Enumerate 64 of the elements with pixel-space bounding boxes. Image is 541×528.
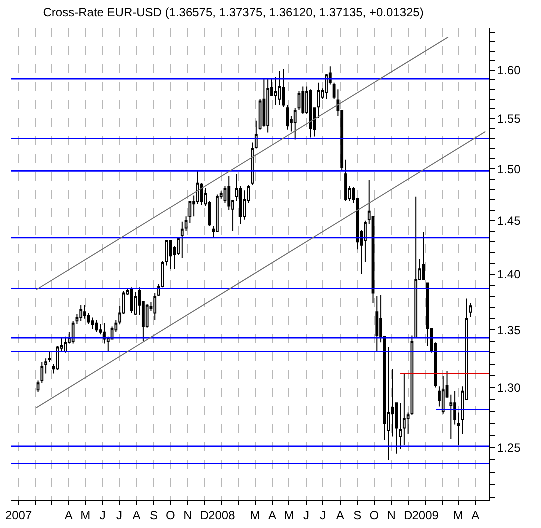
x-tick-label: N bbox=[387, 508, 396, 522]
x-tick-label: A bbox=[336, 508, 344, 522]
y-tick-label: 1.30 bbox=[497, 381, 522, 395]
candlestick bbox=[294, 108, 297, 140]
y-tick-label: 1.45 bbox=[497, 214, 522, 228]
x-tick-label: O bbox=[370, 508, 380, 522]
x-tick-label: J bbox=[116, 508, 123, 522]
x-tick-label: M bbox=[453, 508, 464, 522]
candlestick bbox=[399, 402, 402, 450]
candlestick bbox=[134, 292, 138, 316]
candlestick bbox=[48, 351, 52, 363]
x-tick-label: S bbox=[354, 508, 362, 522]
x-tick-label: 2009 bbox=[412, 508, 440, 522]
x-tick-label: J bbox=[303, 508, 310, 522]
y-tick-label: 1.60 bbox=[497, 64, 522, 78]
candlestick bbox=[165, 240, 168, 266]
candlestick bbox=[450, 394, 453, 440]
y-tick-label: 1.40 bbox=[497, 268, 522, 282]
x-tick-label: O bbox=[166, 508, 176, 522]
x-tick-label: D bbox=[404, 508, 413, 522]
y-tick-label: 1.50 bbox=[497, 162, 522, 176]
candlestick bbox=[442, 376, 445, 414]
x-tick-label: 2008 bbox=[208, 508, 236, 522]
y-tick-label: 1.35 bbox=[497, 323, 522, 338]
candlestick bbox=[278, 70, 282, 106]
candlestick bbox=[80, 304, 83, 322]
y-tick-label: 1.25 bbox=[497, 440, 522, 455]
candlestick bbox=[91, 317, 94, 330]
y-tick-label: 1.55 bbox=[497, 112, 522, 126]
candlestick bbox=[216, 194, 219, 234]
x-tick-label: J bbox=[100, 508, 106, 522]
candlestick bbox=[286, 104, 290, 130]
candlestick bbox=[458, 412, 460, 446]
x-tick-label: D bbox=[200, 508, 210, 522]
candlestick bbox=[414, 196, 418, 339]
candlestick bbox=[402, 373, 406, 446]
x-tick-label: A bbox=[472, 508, 480, 522]
x-tick-label: J bbox=[320, 508, 326, 522]
chart-title: Cross-Rate EUR-USD (1.36575, 1.37375, 1.36120, 1.37135, +0.01325) bbox=[43, 5, 424, 20]
candlestick bbox=[180, 221, 184, 259]
candlestick bbox=[169, 240, 172, 270]
x-tick-label: M bbox=[80, 508, 91, 522]
candlestick bbox=[469, 302, 472, 318]
candlestick bbox=[282, 68, 286, 108]
x-tick-label: N bbox=[184, 508, 192, 522]
candlestick bbox=[309, 89, 312, 138]
x-tick-label: M bbox=[284, 508, 294, 522]
x-tick-label: S bbox=[150, 508, 158, 522]
x-tick-label: A bbox=[268, 508, 277, 522]
x-tick-label: A bbox=[64, 508, 73, 522]
candlestick bbox=[64, 336, 67, 352]
candlestick bbox=[376, 296, 379, 352]
candlestick bbox=[95, 319, 98, 333]
candlestick bbox=[422, 232, 426, 280]
candlestick bbox=[251, 142, 254, 186]
x-tick-label: M bbox=[250, 508, 260, 522]
candlestick bbox=[344, 159, 348, 202]
candlestick bbox=[154, 292, 157, 320]
x-tick-label: 2007 bbox=[5, 508, 32, 522]
candlestick bbox=[302, 86, 305, 115]
x-tick-label: A bbox=[132, 508, 141, 522]
candlestick bbox=[44, 358, 48, 374]
candlestick bbox=[254, 120, 258, 150]
candlestick bbox=[266, 78, 270, 134]
